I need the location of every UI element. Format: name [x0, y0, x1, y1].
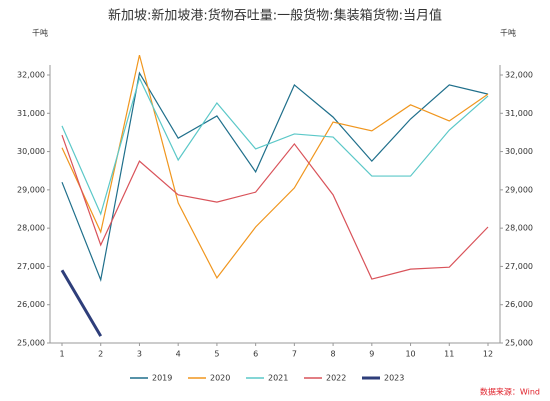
- x-tick-label: 8: [331, 350, 336, 359]
- x-tick-label: 10: [405, 350, 415, 359]
- legend-label: 2021: [268, 374, 288, 383]
- y-tick-label: 25,000: [17, 339, 45, 348]
- y2-tick-label: 26,000: [505, 300, 533, 309]
- source: 数据来源：Wind: [480, 387, 540, 397]
- x-tick-label: 3: [137, 350, 142, 359]
- legend-label: 2023: [384, 374, 404, 383]
- x-tick-label: 12: [483, 350, 493, 359]
- series-line: [61, 54, 489, 280]
- series-line: [61, 134, 489, 280]
- y2-tick-label: 31,000: [505, 109, 533, 118]
- x-tick-label: 7: [292, 350, 297, 359]
- y2-axis-label: 千吨: [500, 28, 516, 38]
- series-line: [61, 71, 489, 282]
- y-tick-label: 26,000: [17, 300, 45, 309]
- x-tick-label: 1: [59, 350, 64, 359]
- x-tick-label: 11: [444, 350, 454, 359]
- x-tick-label: 9: [369, 350, 374, 359]
- y-tick-label: 31,000: [17, 109, 45, 118]
- y2-tick-label: 28,000: [505, 224, 533, 233]
- y-axis-label: 千吨: [32, 28, 48, 38]
- legend-label: 2019: [152, 374, 172, 383]
- chart-title: 新加坡:新加坡港:货物吞吐量:一般货物:集装箱货物:当月值: [108, 8, 442, 24]
- legend-label: 2022: [326, 374, 346, 383]
- x-tick-label: 6: [253, 350, 258, 359]
- y2-tick-label: 30,000: [505, 147, 533, 156]
- y-tick-label: 32,000: [17, 71, 45, 80]
- x-tick-label: 5: [214, 350, 219, 359]
- series-line: [61, 76, 489, 216]
- y-tick-label: 28,000: [17, 224, 45, 233]
- y2-tick-label: 27,000: [505, 262, 533, 271]
- series-line: [60, 269, 103, 337]
- x-tick-label: 4: [176, 350, 181, 359]
- x-tick-label: 2: [98, 350, 103, 359]
- y-tick-label: 29,000: [17, 185, 45, 194]
- y-tick-label: 27,000: [17, 262, 45, 271]
- y2-tick-label: 29,000: [505, 185, 533, 194]
- y-tick-label: 30,000: [17, 147, 45, 156]
- y2-tick-label: 25,000: [505, 339, 533, 348]
- legend-label: 2020: [210, 374, 230, 383]
- y2-tick-label: 32,000: [505, 71, 533, 80]
